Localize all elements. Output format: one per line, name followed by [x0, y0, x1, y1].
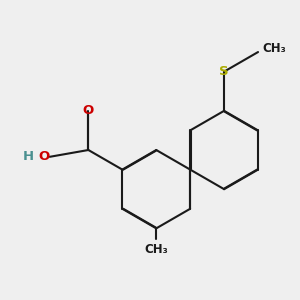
Text: H: H: [23, 150, 34, 163]
Text: O: O: [83, 104, 94, 117]
Text: O: O: [38, 150, 50, 163]
Text: CH₃: CH₃: [262, 42, 286, 55]
Text: S: S: [219, 65, 229, 78]
Text: CH₃: CH₃: [144, 243, 168, 256]
